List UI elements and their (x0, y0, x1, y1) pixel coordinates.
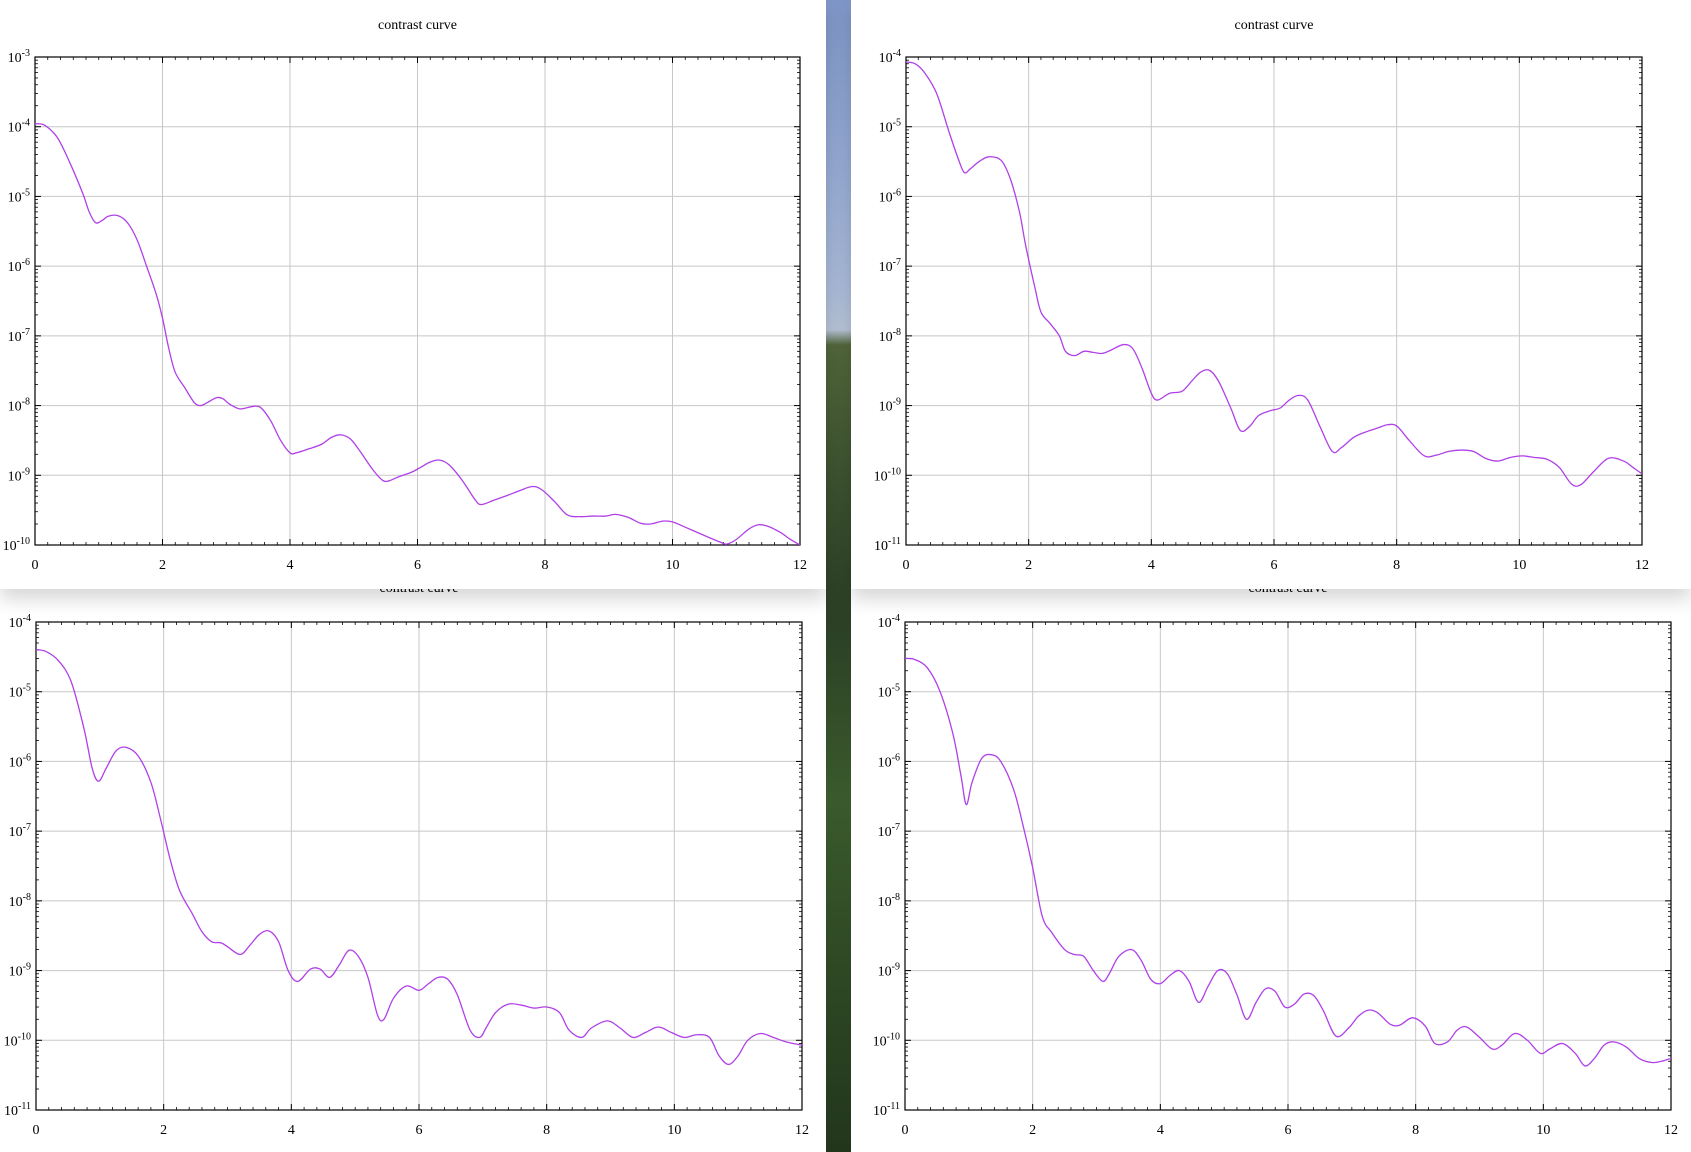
x-tick-label: 4 (1157, 1123, 1164, 1138)
x-tick-label: 6 (1271, 558, 1278, 573)
x-tick-label: 6 (416, 1123, 423, 1138)
contrast-curve-line (905, 657, 1671, 1067)
x-tick-label: 8 (542, 558, 549, 573)
y-tick-label: 10-7 (878, 822, 900, 840)
plot-frame (905, 56, 1643, 546)
y-tick-label: 10-6 (879, 187, 901, 205)
x-tick-label: 2 (1029, 1123, 1036, 1138)
plot-frame (35, 621, 803, 1111)
y-tick-label: 10-10 (4, 1031, 31, 1049)
y-tick-label: 10-9 (8, 466, 30, 484)
y-tick-label: 10-4 (879, 48, 901, 66)
y-tick-label: 10-7 (8, 327, 30, 345)
y-tick-label: 10-8 (8, 397, 30, 415)
x-tick-label: 0 (903, 558, 910, 573)
y-tick-label: 10-8 (878, 892, 900, 910)
x-tick-label: 4 (288, 1123, 295, 1138)
y-tick-label: 10-8 (9, 892, 31, 910)
chart-window-top-left[interactable]: contrast curve 0 2 4 6 8 10 12 10-3 10-4 10-5 10-6 1… (0, 0, 826, 589)
y-tick-label: 10-7 (9, 822, 31, 840)
x-tick-label: 2 (1025, 558, 1032, 573)
plot-frame (904, 621, 1672, 1111)
x-tick-label: 10 (667, 1123, 681, 1138)
y-tick-label: 10-9 (878, 962, 900, 980)
x-tick-label: 12 (1635, 558, 1649, 573)
y-tick-label: 10-6 (878, 752, 900, 770)
chart-svg: contrast curve02468101210-410-510-610-71… (4, 581, 809, 1138)
y-tick-label: 10-3 (8, 48, 30, 66)
x-tick-label: 6 (1285, 1123, 1292, 1138)
contrast-curve-line (35, 123, 800, 545)
chart-window-bottom-left[interactable]: contrast curve02468101210-410-510-610-71… (0, 570, 826, 1152)
contrast-curve-line (906, 61, 1642, 487)
x-tick-label: 4 (287, 558, 294, 573)
y-tick-label: 10-11 (874, 536, 901, 554)
y-tick-label: 10-8 (879, 327, 901, 345)
x-tick-label: 12 (793, 558, 807, 573)
chart-title: contrast curve (1235, 18, 1314, 33)
y-tick-label: 10-9 (879, 397, 901, 415)
y-tick-label: 10-5 (879, 118, 901, 136)
plot-frame (34, 56, 801, 546)
x-tick-label: 12 (1664, 1123, 1678, 1138)
y-tick-label: 10-4 (8, 118, 30, 136)
x-tick-label: 8 (1412, 1123, 1419, 1138)
x-tick-label: 10 (1536, 1123, 1550, 1138)
chart-window-top-right[interactable]: contrast curve 0 2 4 6 8 10 12 10-4 10-5 10-6 10-7 1… (851, 0, 1691, 589)
y-tick-label: 10-11 (4, 1101, 31, 1119)
x-tick-label: 12 (795, 1123, 809, 1138)
chart-svg: contrast curve02468101210-410-510-610-71… (873, 581, 1678, 1138)
x-tick-label: 4 (1148, 558, 1155, 573)
x-tick-label: 0 (33, 1123, 40, 1138)
x-tick-label: 2 (159, 558, 166, 573)
y-tick-label: 10-9 (9, 962, 31, 980)
y-tick-label: 10-5 (9, 683, 31, 701)
y-tick-label: 10-10 (3, 536, 30, 554)
y-tick-label: 10-10 (873, 1031, 900, 1049)
desktop-background (826, 0, 851, 1152)
chart-title: contrast curve (378, 18, 457, 33)
y-tick-label: 10-10 (874, 466, 901, 484)
x-tick-label: 6 (414, 558, 421, 573)
contrast-curve-line (36, 649, 802, 1066)
y-tick-label: 10-11 (873, 1101, 900, 1119)
y-tick-label: 10-7 (879, 257, 901, 275)
chart-window-bottom-right[interactable]: contrast curve02468101210-410-510-610-71… (851, 570, 1691, 1152)
y-tick-label: 10-4 (9, 613, 31, 631)
y-tick-label: 10-6 (8, 257, 30, 275)
y-tick-label: 10-6 (9, 752, 31, 770)
x-tick-label: 0 (902, 1123, 909, 1138)
y-tick-label: 10-5 (878, 683, 900, 701)
x-tick-label: 2 (160, 1123, 167, 1138)
x-tick-label: 0 (32, 558, 39, 573)
chart-svg: contrast curve 0 2 4 6 8 10 12 10-4 10-5 10-6 10-7 1… (874, 18, 1649, 573)
x-tick-label: 10 (666, 558, 680, 573)
x-tick-label: 8 (1393, 558, 1400, 573)
x-tick-label: 8 (543, 1123, 550, 1138)
y-tick-label: 10-5 (8, 187, 30, 205)
chart-svg: contrast curve 0 2 4 6 8 10 12 10-3 10-4 10-5 10-6 1… (3, 18, 807, 573)
x-tick-label: 10 (1512, 558, 1526, 573)
y-tick-label: 10-4 (878, 613, 900, 631)
